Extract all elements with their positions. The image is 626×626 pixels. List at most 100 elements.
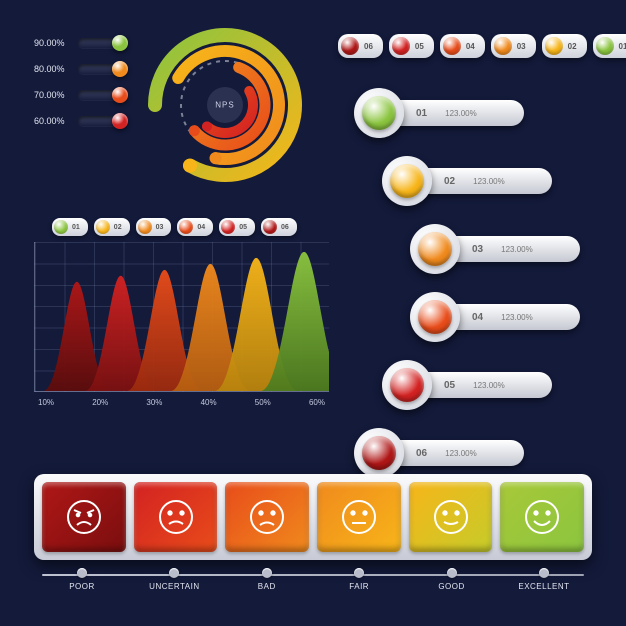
rating-cell-uncertain[interactable]	[134, 482, 218, 552]
callout-circle[interactable]	[410, 292, 460, 342]
ruler-dot-icon	[539, 568, 549, 578]
pill-number: 04	[466, 42, 475, 51]
mountain-legend-item[interactable]: 06	[261, 218, 297, 236]
xaxis-tick-label: 30%	[146, 398, 162, 407]
legend-number: 04	[197, 224, 205, 231]
pill-number: 01	[619, 42, 626, 51]
percent-track[interactable]	[78, 38, 126, 48]
ruler-label: UNCERTAIN	[149, 582, 199, 591]
legend-number: 06	[281, 224, 289, 231]
pill-number: 06	[364, 42, 373, 51]
ruler-label: FAIR	[349, 582, 369, 591]
callout-item: 06 123.00%	[354, 426, 410, 478]
callout-item: 05 123.00%	[382, 358, 410, 410]
mountain-legend-item[interactable]: 05	[219, 218, 255, 236]
rating-cell-fair[interactable]	[317, 482, 401, 552]
ruler-dot-icon	[354, 568, 364, 578]
percent-label: 90.00%	[34, 38, 72, 48]
legend-dot-icon	[221, 220, 235, 234]
callout-index: 04	[472, 312, 483, 323]
legend-number: 05	[239, 224, 247, 231]
pill-badge[interactable]: 03	[491, 34, 536, 58]
percent-label: 80.00%	[34, 64, 72, 74]
callout-value: 123.00%	[473, 381, 505, 390]
ruler-label: POOR	[69, 582, 95, 591]
pill-badge[interactable]: 05	[389, 34, 434, 58]
callout-item: 02 123.00%	[382, 154, 410, 206]
callout-circle[interactable]	[410, 224, 460, 274]
percent-slider: 80.00%	[34, 64, 126, 74]
pill-badge[interactable]: 01	[593, 34, 626, 58]
ruler-tick: EXCELLENT	[504, 568, 584, 591]
mountain-legend-item[interactable]: 03	[136, 218, 172, 236]
percent-track[interactable]	[78, 64, 126, 74]
mountain-grid	[34, 242, 329, 392]
ruler-tick: POOR	[42, 568, 122, 591]
percent-knob[interactable]	[112, 87, 128, 103]
callout-inner-icon	[418, 232, 452, 266]
mountain-xaxis: 10%20%30%40%50%60%	[34, 392, 329, 407]
pill-badge[interactable]: 06	[338, 34, 383, 58]
face-sad-icon	[248, 498, 286, 536]
rating-cell-good[interactable]	[409, 482, 493, 552]
percent-knob[interactable]	[112, 113, 128, 129]
callout-inner-icon	[362, 436, 396, 470]
percent-track[interactable]	[78, 116, 126, 126]
pill-dot-icon	[341, 37, 359, 55]
percent-slider: 70.00%	[34, 90, 126, 100]
ruler-ticks: POOR UNCERTAIN BAD FAIR GOOD EXCELLENT	[34, 568, 592, 591]
percent-label: 70.00%	[34, 90, 72, 100]
xaxis-tick-label: 50%	[255, 398, 271, 407]
callout-circle[interactable]	[354, 428, 404, 478]
callout-circle[interactable]	[382, 156, 432, 206]
callout-value: 123.00%	[445, 109, 477, 118]
callout-value: 123.00%	[501, 245, 533, 254]
callout-inner-icon	[418, 300, 452, 334]
pill-badge-row: 06 05 04 03 02 01	[338, 34, 626, 58]
callout-item: 01 123.00%	[354, 86, 410, 138]
legend-number: 01	[72, 224, 80, 231]
xaxis-tick-label: 20%	[92, 398, 108, 407]
radial-center-label: NPS	[215, 101, 234, 110]
face-slight-smile-icon	[432, 498, 470, 536]
ruler-label: GOOD	[438, 582, 464, 591]
rating-cell-bad[interactable]	[225, 482, 309, 552]
callout-list: 01 123.00% 02 123.00% 03 123.00% 04	[354, 86, 410, 494]
rating-panel	[34, 474, 592, 560]
rating-cell-excellent[interactable]	[500, 482, 584, 552]
percent-knob[interactable]	[112, 61, 128, 77]
callout-index: 02	[444, 176, 455, 187]
legend-dot-icon	[138, 220, 152, 234]
mountain-legend-item[interactable]: 01	[52, 218, 88, 236]
callout-index: 01	[416, 108, 427, 119]
mountain-legend-item[interactable]: 04	[177, 218, 213, 236]
percent-slider: 90.00%	[34, 38, 126, 48]
pill-dot-icon	[392, 37, 410, 55]
callout-inner-icon	[390, 368, 424, 402]
ruler-tick: FAIR	[319, 568, 399, 591]
ruler-label: EXCELLENT	[518, 582, 569, 591]
rating-cell-poor[interactable]	[42, 482, 126, 552]
callout-circle[interactable]	[382, 360, 432, 410]
ruler-dot-icon	[262, 568, 272, 578]
legend-number: 02	[114, 224, 122, 231]
percent-slider: 60.00%	[34, 116, 126, 126]
callout-value: 123.00%	[473, 177, 505, 186]
callout-circle[interactable]	[354, 88, 404, 138]
ruler-dot-icon	[77, 568, 87, 578]
xaxis-tick-label: 10%	[38, 398, 54, 407]
pill-badge[interactable]: 04	[440, 34, 485, 58]
percent-slider-list: 90.00% 80.00% 70.00% 60.00%	[34, 38, 126, 142]
percent-track[interactable]	[78, 90, 126, 100]
mountain-legend-item[interactable]: 02	[94, 218, 130, 236]
pill-badge[interactable]: 02	[542, 34, 587, 58]
xaxis-tick-label: 40%	[201, 398, 217, 407]
percent-label: 60.00%	[34, 116, 72, 126]
ruler-tick: BAD	[227, 568, 307, 591]
legend-dot-icon	[96, 220, 110, 234]
face-happy-icon	[523, 498, 561, 536]
legend-dot-icon	[179, 220, 193, 234]
face-neutral-icon	[340, 498, 378, 536]
ruler-tick: GOOD	[412, 568, 492, 591]
percent-knob[interactable]	[112, 35, 128, 51]
